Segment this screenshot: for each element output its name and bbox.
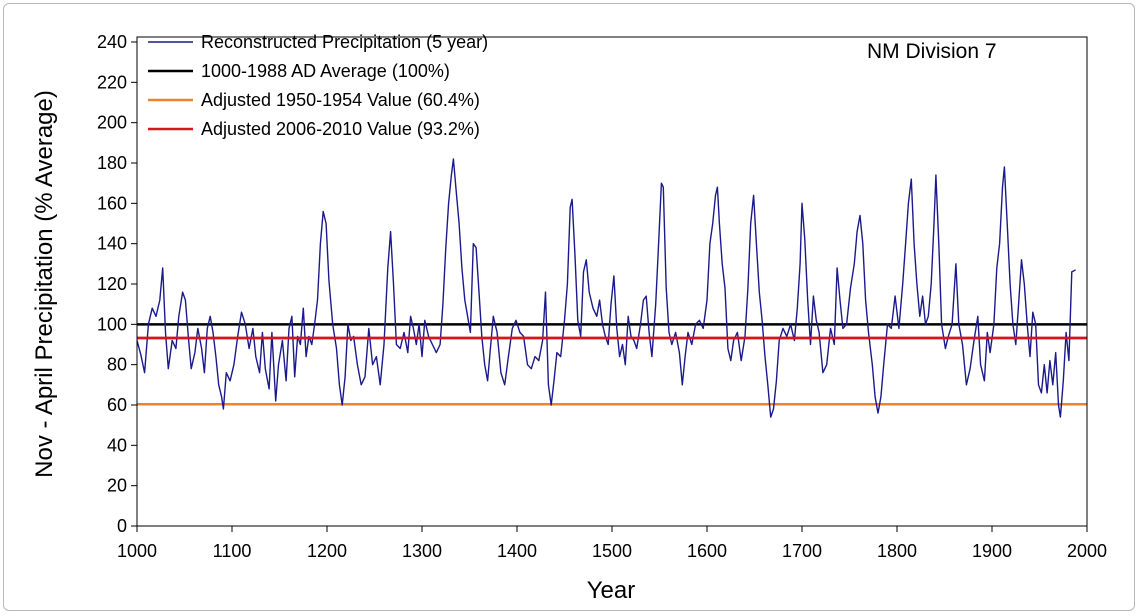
y-tick-label: 180 — [97, 153, 127, 173]
y-tick-label: 120 — [97, 274, 127, 294]
y-tick-label: 80 — [107, 355, 127, 375]
x-tick-label: 1300 — [402, 541, 442, 561]
y-tick-label: 220 — [97, 72, 127, 92]
chart-annotation: NM Division 7 — [867, 40, 997, 63]
x-tick-label: 1000 — [117, 541, 157, 561]
x-tick-label: 1900 — [972, 541, 1012, 561]
precipitation-series-line — [136, 158, 1076, 418]
legend-label: Adjusted 2006-2010 Value (93.2%) — [201, 119, 480, 139]
x-tick-label: 1500 — [592, 541, 632, 561]
y-tick-label: 160 — [97, 193, 127, 213]
y-tick-label: 0 — [117, 516, 127, 536]
x-tick-label: 2000 — [1067, 541, 1107, 561]
plot-area-border — [136, 36, 1088, 527]
x-tick-label: 1200 — [307, 541, 347, 561]
y-tick-label: 240 — [97, 32, 127, 52]
legend-label: Reconstructed Precipitation (5 year) — [201, 32, 488, 52]
y-tick-label: 100 — [97, 314, 127, 334]
y-tick-label: 140 — [97, 234, 127, 254]
y-tick-label: 20 — [107, 476, 127, 496]
y-axis-title: Nov - April Precipitation (% Average) — [31, 90, 58, 478]
x-tick-label: 1700 — [782, 541, 822, 561]
x-tick-label: 1400 — [497, 541, 537, 561]
x-tick-label: 1800 — [877, 541, 917, 561]
legend-label: 1000-1988 AD Average (100%) — [201, 61, 450, 81]
legend: Reconstructed Precipitation (5 year) 1000… — [148, 32, 488, 139]
y-tick-label: 200 — [97, 113, 127, 133]
x-tick-label: 1600 — [687, 541, 727, 561]
plot-layer — [136, 158, 1087, 418]
legend-label: Adjusted 1950-1954 Value (60.4%) — [201, 90, 480, 110]
y-tick-label: 40 — [107, 435, 127, 455]
y-tick-label: 60 — [107, 395, 127, 415]
x-axis-title: Year — [587, 577, 636, 604]
chart-frame — [3, 3, 1135, 611]
x-tick-label: 1100 — [213, 541, 252, 561]
axis-layer: 0 20 40 60 80 100 120 140 160 180 200 220 240 1000 110… — [97, 32, 1107, 561]
